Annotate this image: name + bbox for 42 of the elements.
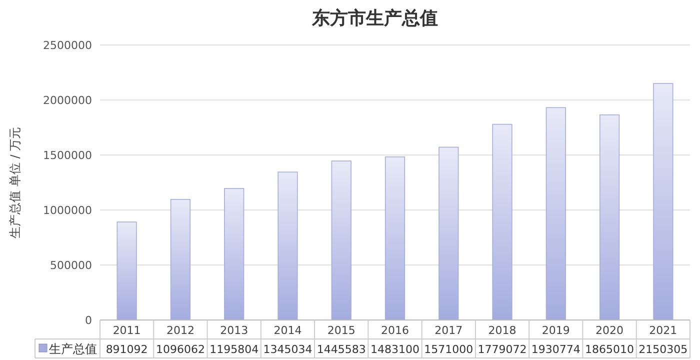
x-tick-label: 2018 bbox=[488, 324, 516, 337]
x-tick-label: 2012 bbox=[166, 324, 194, 337]
bar bbox=[384, 156, 406, 320]
y-axis-title: 生产总值 单位 / 万元 bbox=[8, 126, 22, 238]
bar bbox=[653, 83, 674, 320]
data-label: 1345034 bbox=[263, 343, 312, 356]
x-tick-label: 2013 bbox=[220, 324, 248, 337]
x-tick-label: 2014 bbox=[274, 324, 302, 337]
x-tick-label: 2011 bbox=[112, 324, 141, 337]
bar bbox=[116, 222, 137, 320]
bar bbox=[331, 160, 352, 320]
x-tick-label: 2020 bbox=[596, 324, 624, 337]
bar bbox=[278, 172, 298, 320]
y-tick-label: 2000000 bbox=[43, 94, 92, 107]
data-label: 1865010 bbox=[585, 343, 634, 356]
bar bbox=[170, 199, 191, 320]
bar bbox=[599, 114, 620, 320]
data-label: 1779072 bbox=[478, 343, 527, 356]
x-tick-label: 2017 bbox=[434, 324, 463, 337]
data-label: 1571000 bbox=[424, 343, 474, 356]
bar bbox=[224, 188, 244, 320]
data-label: 2150305 bbox=[638, 343, 688, 356]
chart-title: 东方市生产总值 bbox=[311, 8, 438, 29]
data-label: 1096062 bbox=[156, 343, 205, 356]
y-tick-label: 1500000 bbox=[43, 149, 92, 162]
data-label: 1445583 bbox=[316, 343, 366, 356]
bar bbox=[438, 146, 459, 320]
x-tick-label: 2016 bbox=[381, 324, 409, 337]
bar bbox=[492, 124, 512, 320]
data-label: 1483100 bbox=[370, 343, 420, 356]
y-tick-label: 1000000 bbox=[43, 204, 92, 217]
bar bbox=[546, 107, 566, 320]
y-tick-label: 500000 bbox=[50, 259, 92, 272]
x-tick-label: 2021 bbox=[649, 324, 678, 337]
data-label: 891092 bbox=[106, 343, 148, 356]
data-label: 1195804 bbox=[210, 343, 259, 356]
data-label: 1930774 bbox=[531, 343, 580, 356]
y-tick-label: 2500000 bbox=[43, 39, 92, 52]
legend-label: 生产总值 bbox=[49, 342, 97, 356]
y-tick-label: 0 bbox=[85, 314, 92, 327]
x-tick-label: 2019 bbox=[542, 324, 570, 337]
x-tick-label: 2015 bbox=[327, 324, 356, 337]
